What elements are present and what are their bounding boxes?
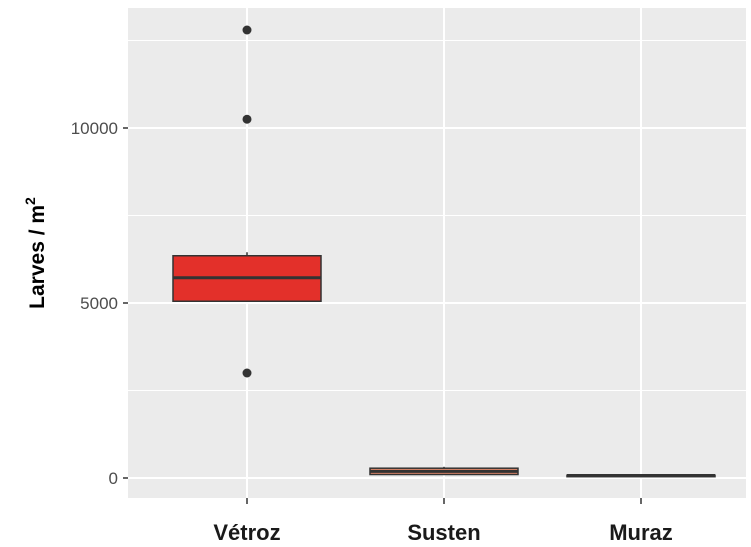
- x-tick-labels: Vétroz Susten Muraz: [213, 520, 672, 545]
- y-axis-label: Larves / m2: [22, 197, 49, 309]
- grid-lines: [128, 8, 746, 498]
- plot-panel: [128, 8, 746, 498]
- y-axis-label-text: Larves / m: [26, 205, 49, 309]
- boxes: [172, 25, 716, 478]
- x-tick-label: Susten: [407, 520, 480, 545]
- y-tick-label: 0: [109, 469, 118, 488]
- y-tick-label: 10000: [71, 119, 118, 138]
- x-tick-label: Muraz: [609, 520, 673, 545]
- axis-ticks: [123, 127, 642, 504]
- y-axis-label-superscript: 2: [22, 197, 38, 205]
- x-tick-label: Vétroz: [213, 520, 280, 545]
- outlier-point: [242, 25, 252, 35]
- y-tick-label: 5000: [80, 294, 118, 313]
- outlier-point: [242, 114, 252, 124]
- outlier-point: [242, 368, 252, 378]
- y-tick-labels: 0 5000 10000: [71, 119, 118, 488]
